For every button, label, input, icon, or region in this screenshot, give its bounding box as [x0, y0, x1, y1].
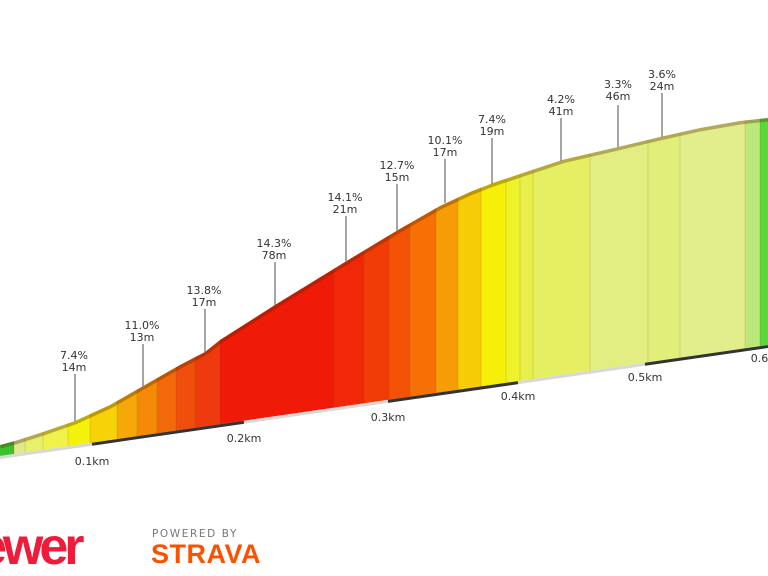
segment-length-label: 15m	[385, 171, 410, 184]
segment-callout: 12.7%15m	[380, 159, 415, 231]
segment-length-label: 13m	[130, 331, 155, 344]
segment-gradient-label: 14.1%	[328, 191, 363, 204]
segment-callout: 4.2%41m	[547, 93, 575, 161]
segment-gradient-label: 14.3%	[257, 237, 292, 250]
gradient-band	[745, 118, 761, 456]
segment-length-label: 46m	[606, 90, 631, 103]
segment-length-label: 14m	[62, 361, 87, 374]
gradient-band	[760, 118, 768, 456]
gradient-band	[25, 118, 44, 456]
footer: ewer POWERED BY STRAVA	[0, 515, 768, 576]
gradient-band	[68, 118, 91, 456]
gradient-band	[90, 118, 118, 456]
segment-length-label: 41m	[549, 105, 574, 118]
distance-tick: 0.4km	[501, 390, 536, 403]
distance-tick: 0.5km	[628, 371, 663, 384]
distance-tick: 0.2km	[227, 432, 262, 445]
gradient-band	[533, 118, 591, 456]
segment-callout: 10.1%17m	[428, 134, 463, 203]
gradient-band	[0, 118, 15, 456]
powered-by-label: POWERED BY	[152, 528, 239, 540]
segment-length-label: 21m	[333, 203, 358, 216]
gradient-band	[43, 118, 69, 456]
gradient-band	[458, 118, 482, 456]
segment-callout: 11.0%13m	[125, 319, 160, 387]
gradient-band	[680, 118, 746, 456]
gradient-band	[506, 118, 521, 456]
gradient-band	[117, 118, 138, 456]
segment-callout: 7.4%14m	[60, 349, 88, 421]
segment-gradient-label: 7.4%	[478, 113, 506, 126]
segment-gradient-label: 10.1%	[428, 134, 463, 147]
gradient-band	[481, 118, 507, 456]
gradient-band	[364, 118, 390, 456]
gradient-band	[220, 118, 335, 456]
segment-callout: 3.6%24m	[648, 68, 676, 137]
gradient-band	[157, 118, 177, 456]
gradient-band	[410, 118, 437, 456]
segment-gradient-label: 12.7%	[380, 159, 415, 172]
segment-callout: 3.3%46m	[604, 78, 632, 147]
profile-top-edge	[0, 118, 768, 449]
segment-gradient-label: 3.6%	[648, 68, 676, 81]
segment-length-label: 19m	[480, 125, 505, 138]
gradient-band	[334, 118, 365, 456]
gradient-band	[137, 118, 158, 456]
segment-length-label: 78m	[262, 249, 287, 262]
segment-callout: 13.8%17m	[187, 284, 222, 352]
gradient-band	[14, 118, 26, 456]
segment-gradient-label: 3.3%	[604, 78, 632, 91]
gradient-band	[436, 118, 459, 456]
segment-callout: 14.3%78m	[257, 237, 292, 305]
segment-callout: 7.4%19m	[478, 113, 506, 184]
segment-gradient-label: 7.4%	[60, 349, 88, 362]
segment-length-label: 17m	[433, 146, 458, 159]
segment-gradient-label: 11.0%	[125, 319, 160, 332]
segment-callout: 14.1%21m	[328, 191, 363, 262]
segment-callouts: 7.4%14m11.0%13m13.8%17m14.3%78m14.1%21m1…	[60, 68, 676, 421]
segment-gradient-label: 13.8%	[187, 284, 222, 297]
strava-logo: STRAVA	[151, 539, 261, 569]
distance-tick: 0.3km	[371, 411, 406, 424]
distance-tick-labels: 0.1km 0.2km 0.3km 0.4km 0.5km 0.6km	[75, 352, 768, 468]
brand-logo: ewer	[0, 518, 85, 576]
distance-tick: 0.6km	[751, 352, 768, 365]
segment-length-label: 17m	[192, 296, 217, 309]
gradient-band	[520, 118, 534, 456]
gradient-band	[389, 118, 411, 456]
distance-tick: 0.1km	[75, 455, 110, 468]
segment-length-label: 24m	[650, 80, 675, 93]
segment-gradient-label: 4.2%	[547, 93, 575, 106]
distance-axis	[0, 345, 768, 459]
